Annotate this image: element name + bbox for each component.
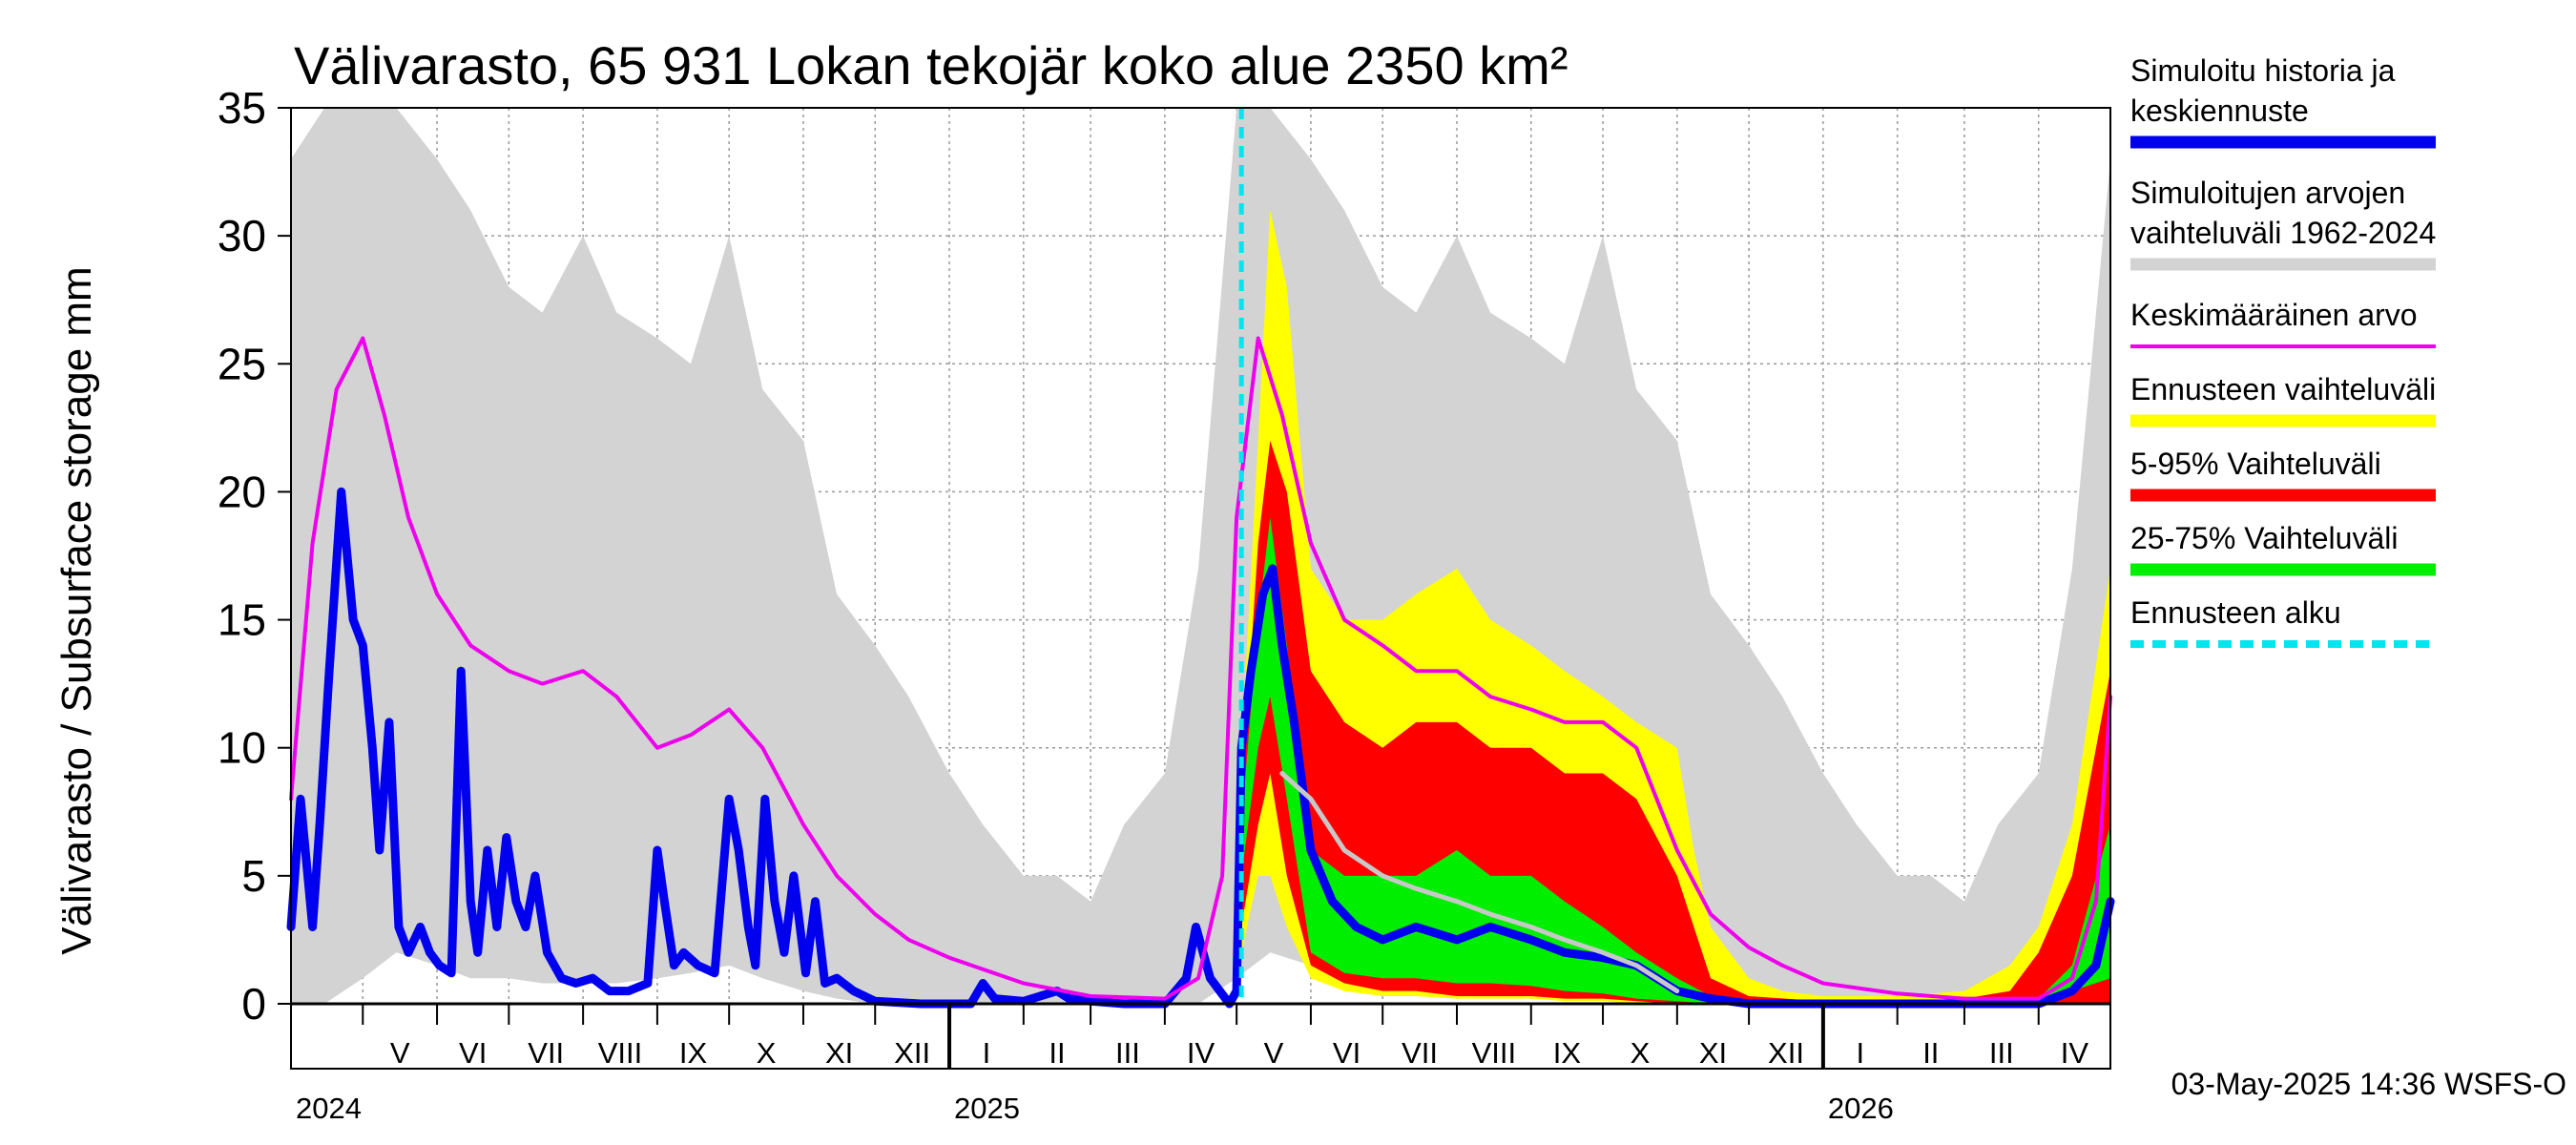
legend-label: Simuloitu historia ja bbox=[2130, 53, 2396, 88]
month-label: V bbox=[390, 1036, 410, 1070]
legend-label: vaihteluväli 1962-2024 bbox=[2130, 216, 2436, 250]
line-median-forecast bbox=[1279, 771, 1680, 994]
legend-label: 5-95% Vaihteluväli bbox=[2130, 447, 2381, 481]
y-tick-label: 25 bbox=[218, 339, 266, 388]
month-label: IV bbox=[2061, 1036, 2089, 1070]
legend-label: keskiennuste bbox=[2130, 94, 2309, 128]
month-label: II bbox=[1922, 1036, 1939, 1070]
plot-frame bbox=[290, 107, 2111, 1070]
bands bbox=[291, 108, 2110, 1005]
month-label: VI bbox=[1333, 1036, 1361, 1070]
y-ticks: 0 5 10 15 20 25 30 35 bbox=[218, 83, 291, 1029]
line-keskim-r-inen-arvo bbox=[289, 336, 2112, 1001]
month-label: VIII bbox=[1472, 1036, 1517, 1070]
month-label: IV bbox=[1187, 1036, 1215, 1070]
month-label: XI bbox=[1699, 1036, 1727, 1070]
y-tick-label: 35 bbox=[218, 83, 266, 133]
month-label: X bbox=[1631, 1036, 1651, 1070]
month-label: XII bbox=[1768, 1036, 1804, 1070]
y-tick-label: 15 bbox=[218, 595, 266, 645]
month-label: IX bbox=[679, 1036, 708, 1070]
y-tick-label: 5 bbox=[241, 851, 266, 901]
month-label: VII bbox=[1402, 1036, 1438, 1070]
year-label: 2024 bbox=[296, 1092, 362, 1125]
y-tick-label: 20 bbox=[218, 467, 266, 516]
year-label: 2025 bbox=[954, 1092, 1020, 1125]
frame-border bbox=[290, 107, 2111, 1070]
month-label: X bbox=[757, 1036, 777, 1070]
y-axis-label: Välivarasto / Subsurface storage mm bbox=[53, 266, 100, 954]
month-label: VII bbox=[528, 1036, 564, 1070]
month-label: III bbox=[1989, 1036, 2014, 1070]
y-tick-label: 10 bbox=[218, 723, 266, 773]
month-label: V bbox=[1264, 1036, 1284, 1070]
month-label: IX bbox=[1553, 1036, 1582, 1070]
month-label: I bbox=[1856, 1036, 1864, 1070]
y-tick-label: 0 bbox=[241, 979, 266, 1029]
month-label: I bbox=[983, 1036, 991, 1070]
footer-timestamp: 03-May-2025 14:36 WSFS-O bbox=[2171, 1067, 2566, 1101]
month-label: II bbox=[1049, 1036, 1065, 1070]
line-simuloitu-historia-ja-keskiennuste bbox=[286, 487, 2115, 1009]
month-label: XII bbox=[894, 1036, 930, 1070]
legend-label: 25-75% Vaihteluväli bbox=[2130, 521, 2398, 555]
legend-label: Ennusteen alku bbox=[2130, 595, 2341, 630]
band-25-75-vaihteluv-li bbox=[1241, 517, 2110, 1004]
y-tick-label: 30 bbox=[218, 211, 266, 260]
legend-label: Simuloitujen arvojen bbox=[2130, 176, 2405, 210]
legend-label: Keskimääräinen arvo bbox=[2130, 298, 2418, 332]
chart-title: Välivarasto, 65 931 Lokan tekojär koko a… bbox=[294, 35, 1568, 95]
month-label: VI bbox=[459, 1036, 487, 1070]
year-label: 2026 bbox=[1828, 1092, 1894, 1125]
month-label: III bbox=[1115, 1036, 1140, 1070]
lines bbox=[286, 108, 2115, 1009]
legend-label: Ennusteen vaihteluväli bbox=[2130, 372, 2436, 406]
x-axis: V VI VII VIII IX X XI XII I II III IV V VI VII VIII IX X X… bbox=[290, 1004, 2089, 1125]
month-label: VIII bbox=[598, 1036, 643, 1070]
month-label: XI bbox=[825, 1036, 853, 1070]
legend: Simuloitu historia ja keskiennuste Simuloi… bbox=[2130, 53, 2436, 648]
